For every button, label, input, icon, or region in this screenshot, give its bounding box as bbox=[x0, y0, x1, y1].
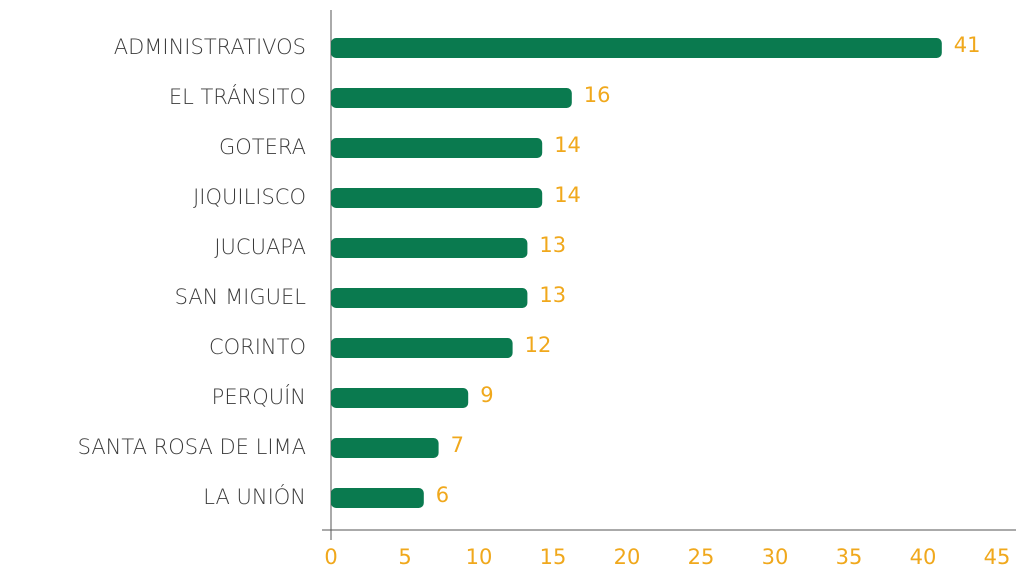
y-tick-label: GOTERA bbox=[219, 135, 306, 159]
bar bbox=[331, 388, 469, 408]
value-label: 9 bbox=[480, 383, 493, 407]
bar bbox=[331, 288, 528, 308]
value-label: 13 bbox=[539, 283, 566, 307]
value-label: 12 bbox=[525, 333, 552, 357]
x-tick-label: 20 bbox=[614, 545, 641, 569]
bar bbox=[331, 438, 439, 458]
value-label: 13 bbox=[539, 233, 566, 257]
x-tick-label: 40 bbox=[910, 545, 937, 569]
value-label: 6 bbox=[436, 483, 449, 507]
y-tick-label: ADMINISTRATIVOS bbox=[114, 35, 306, 59]
bar bbox=[331, 188, 543, 208]
bar bbox=[331, 138, 543, 158]
y-tick-label: JIQUILISCO bbox=[193, 185, 306, 209]
x-tick-label: 45 bbox=[984, 545, 1011, 569]
bar bbox=[331, 238, 528, 258]
x-tick-label: 25 bbox=[688, 545, 715, 569]
value-label: 16 bbox=[584, 83, 611, 107]
value-label: 41 bbox=[954, 33, 981, 57]
y-tick-label: SANTA ROSA DE LIMA bbox=[78, 435, 306, 459]
y-tick-label: LA UNIÓN bbox=[203, 484, 306, 509]
y-tick-label: JUCUAPA bbox=[214, 235, 306, 259]
x-tick-label: 10 bbox=[466, 545, 493, 569]
value-label: 7 bbox=[451, 433, 464, 457]
y-tick-label: EL TRÁNSITO bbox=[169, 84, 306, 109]
x-tick-label: 5 bbox=[398, 545, 411, 569]
x-tick-label: 30 bbox=[762, 545, 789, 569]
x-tick-label: 0 bbox=[324, 545, 337, 569]
y-tick-label: CORINTO bbox=[209, 335, 306, 359]
bar bbox=[331, 488, 424, 508]
bar bbox=[331, 338, 513, 358]
y-tick-label: PERQUÍN bbox=[212, 384, 306, 409]
value-label: 14 bbox=[554, 133, 581, 157]
x-tick-label: 35 bbox=[836, 545, 863, 569]
x-tick-label: 15 bbox=[540, 545, 567, 569]
bar bbox=[331, 88, 572, 108]
y-tick-label: SAN MIGUEL bbox=[175, 285, 307, 309]
bar bbox=[331, 38, 942, 58]
value-label: 14 bbox=[554, 183, 581, 207]
